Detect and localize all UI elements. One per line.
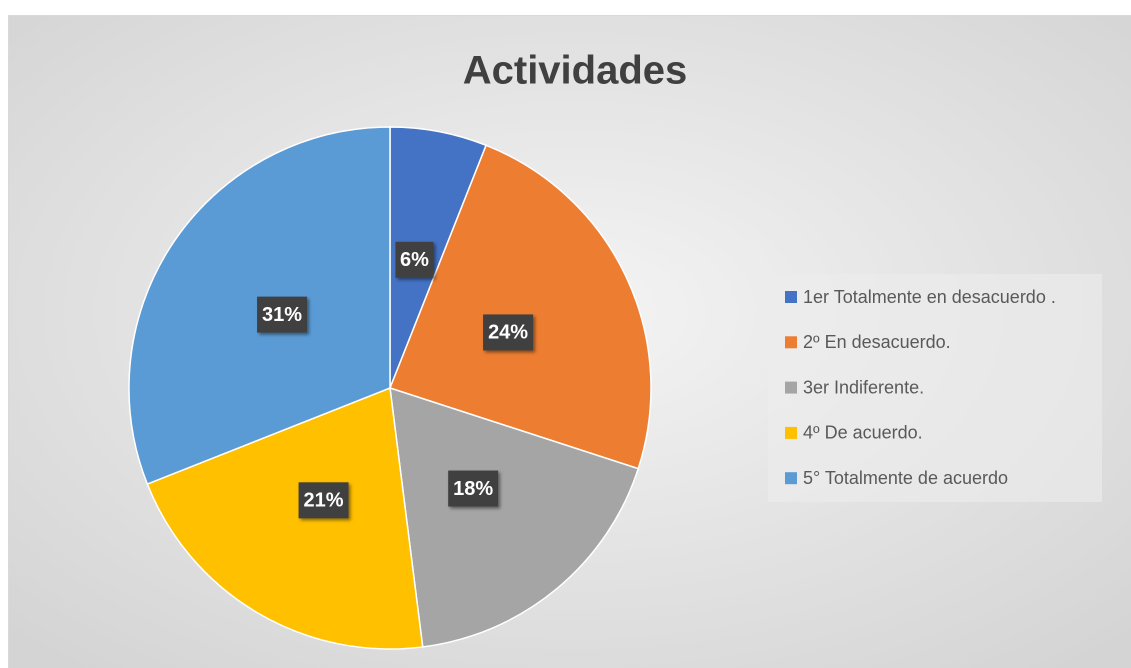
pie-slice	[389, 144, 652, 470]
data-label: 18%	[453, 478, 493, 500]
data-label-box	[257, 296, 308, 333]
legend-label: 2º En desacuerdo.	[803, 332, 951, 352]
legend-label: 4º De acuerdo.	[803, 423, 923, 443]
legend-label: 3er Indiferente.	[803, 377, 924, 397]
legend-label: 1er Totalmente en desacuerdo .	[803, 287, 1056, 307]
legend-box	[768, 274, 1102, 502]
legend-label: 5° Totalmente de acuerdo	[803, 468, 1008, 488]
data-label: 6%	[400, 249, 429, 271]
chart-title: Actividades	[463, 49, 688, 93]
legend-swatch	[785, 472, 797, 485]
legend-swatch	[785, 381, 797, 394]
pie-slice	[389, 386, 640, 648]
data-label-box	[395, 241, 434, 278]
data-label: 24%	[488, 322, 528, 344]
data-label-box	[448, 470, 499, 507]
data-label: 31%	[262, 304, 302, 326]
legend-swatch	[785, 426, 797, 439]
data-label-box	[298, 482, 349, 519]
pie-slice	[146, 386, 424, 650]
legend-swatch	[785, 336, 797, 349]
legend-swatch	[785, 291, 797, 303]
data-label-box	[483, 314, 534, 351]
data-label: 21%	[304, 490, 344, 512]
